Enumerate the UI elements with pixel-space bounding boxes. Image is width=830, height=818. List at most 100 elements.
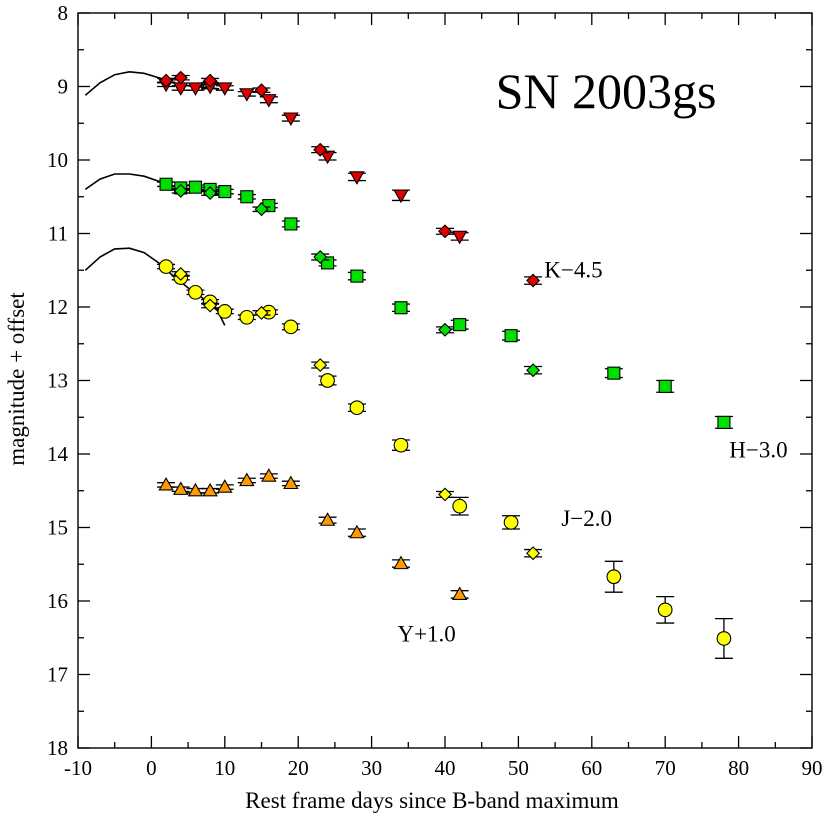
- data-point-j-circle-15: [716, 631, 732, 646]
- data-point-j-circle-7-mark: [283, 319, 299, 335]
- data-point-h-square-12-mark: [504, 329, 518, 343]
- y-tick-label: 11: [48, 222, 68, 246]
- data-point-y-triangle-up-2-mark: [187, 482, 204, 497]
- data-point-k-triangle-down-11: [451, 230, 468, 245]
- data-point-j-circle-9-mark: [349, 400, 365, 416]
- data-point-j-circle-14: [657, 602, 673, 618]
- data-point-h-square-11-mark: [453, 318, 467, 332]
- data-point-k-diamond-6: [526, 273, 541, 288]
- y-tick-label: 10: [47, 148, 68, 172]
- data-point-j-circle-4-mark: [217, 304, 233, 319]
- data-point-j-circle-5-mark: [239, 309, 255, 325]
- data-point-h-square-13-mark: [607, 366, 621, 380]
- data-point-h-square-10-mark: [394, 301, 408, 315]
- template-curve-j: [84, 247, 226, 326]
- data-point-j-diamond-4: [438, 487, 452, 502]
- data-point-y-triangle-up-3: [202, 482, 218, 497]
- x-tick-label: 50: [508, 756, 529, 780]
- x-axis-title: Rest frame days since B-band maximum: [245, 788, 619, 813]
- data-point-h-square-9-mark: [350, 269, 364, 283]
- data-point-j-circle-11: [452, 498, 468, 514]
- data-point-h-square-7: [284, 217, 298, 231]
- data-point-j-diamond-2-mark: [254, 305, 269, 320]
- data-point-h-square-2-mark: [188, 180, 202, 194]
- data-point-h-square-13: [607, 366, 621, 380]
- data-point-y-triangle-up-11-mark: [451, 586, 468, 601]
- data-point-k-diamond-4-mark: [313, 142, 328, 157]
- data-point-j-circle-13-mark: [606, 569, 622, 585]
- data-point-h-square-15: [717, 415, 731, 429]
- data-point-h-square-15-mark: [717, 415, 731, 429]
- axes: -10 0 10 20 30 40 50 60 70 80 90 8 9 10 11 12 13 14 15 16 17…: [47, 1, 823, 780]
- data-point-y-triangle-up-6-mark: [261, 468, 277, 482]
- x-tick-label: 90: [802, 756, 823, 780]
- data-point-h-diamond-2-mark: [254, 202, 269, 217]
- y-tick-label: 13: [47, 369, 68, 393]
- data-point-y-triangle-up-9: [349, 524, 365, 539]
- data-point-h-diamond-4: [438, 322, 452, 337]
- x-tick-label: 60: [581, 756, 602, 780]
- data-point-y-triangle-up-0-mark: [158, 476, 174, 491]
- data-point-h-diamond-5: [526, 363, 541, 378]
- data-point-h-square-9: [350, 269, 364, 283]
- data-point-h-square-2: [188, 180, 202, 194]
- data-point-j-diamond-4-mark: [438, 487, 452, 502]
- data-point-h-diamond-4-mark: [438, 322, 452, 337]
- data-point-k-triangle-down-2-mark: [187, 82, 204, 96]
- data-point-j-circle-12-mark: [503, 515, 519, 530]
- data-point-y-triangle-up-4: [217, 479, 233, 493]
- data-point-j-diamond-2: [254, 305, 269, 320]
- y-tick-label: 8: [58, 1, 69, 25]
- y-tick-label: 16: [47, 589, 68, 613]
- data-point-y-triangle-up-8: [319, 512, 336, 526]
- x-tick-label: 10: [214, 756, 235, 780]
- data-point-h-square-10: [394, 301, 408, 315]
- data-point-k-diamond-0: [159, 73, 174, 88]
- data-point-k-triangle-down-4-mark: [217, 82, 233, 96]
- chart-title: SN 2003gs: [496, 63, 717, 119]
- data-point-y-triangle-up-1-mark: [173, 481, 189, 495]
- x-tick-label: -10: [64, 756, 92, 780]
- band-label: H−3.0: [729, 438, 787, 463]
- data-point-j-diamond-1: [203, 298, 218, 313]
- data-point-j-diamond-5-mark: [526, 546, 541, 561]
- data-point-h-square-0: [159, 177, 173, 191]
- data-point-y-triangle-up-5-mark: [239, 472, 255, 487]
- data-point-y-triangle-up-7-mark: [283, 475, 299, 490]
- data-point-k-triangle-down-8: [319, 150, 336, 165]
- band-label: J−2.0: [561, 506, 612, 531]
- data-point-k-triangle-down-4: [217, 82, 233, 96]
- data-point-k-triangle-down-9-mark: [349, 171, 365, 185]
- data-point-k-diamond-6-mark: [526, 273, 541, 288]
- data-point-h-diamond-1: [203, 186, 218, 201]
- data-point-k-triangle-down-7: [283, 112, 299, 127]
- data-point-h-square-4: [218, 185, 232, 199]
- x-tick-label: 20: [288, 756, 309, 780]
- data-point-k-triangle-down-2: [187, 82, 204, 96]
- data-point-k-diamond-2: [203, 73, 218, 88]
- data-point-j-diamond-3: [313, 358, 328, 373]
- data-point-j-circle-7: [283, 319, 299, 335]
- data-point-y-triangle-up-1: [173, 481, 189, 495]
- data-point-k-triangle-down-9: [349, 171, 365, 185]
- y-tick-label: 15: [47, 516, 68, 540]
- data-point-j-diamond-1-mark: [203, 298, 218, 313]
- data-point-j-circle-10: [393, 437, 409, 453]
- data-point-k-diamond-1: [173, 70, 188, 85]
- data-point-j-circle-0-mark: [158, 259, 174, 274]
- data-point-y-triangle-up-8-mark: [319, 512, 336, 526]
- data-point-j-circle-2: [188, 284, 203, 300]
- data-point-k-diamond-0-mark: [159, 73, 174, 88]
- data-point-k-diamond-3-mark: [254, 83, 269, 98]
- data-point-k-triangle-down-8-mark: [319, 150, 336, 165]
- y-tick-label: 9: [58, 75, 69, 99]
- data-point-j-diamond-5: [526, 546, 541, 561]
- data-point-k-diamond-5: [438, 224, 452, 239]
- data-point-h-diamond-0: [173, 183, 188, 198]
- template-curves: [84, 70, 226, 326]
- data-point-k-triangle-down-5-mark: [239, 88, 255, 102]
- data-point-j-circle-12: [503, 515, 519, 530]
- data-point-k-diamond-3: [254, 83, 269, 98]
- data-point-j-circle-14-mark: [657, 602, 673, 618]
